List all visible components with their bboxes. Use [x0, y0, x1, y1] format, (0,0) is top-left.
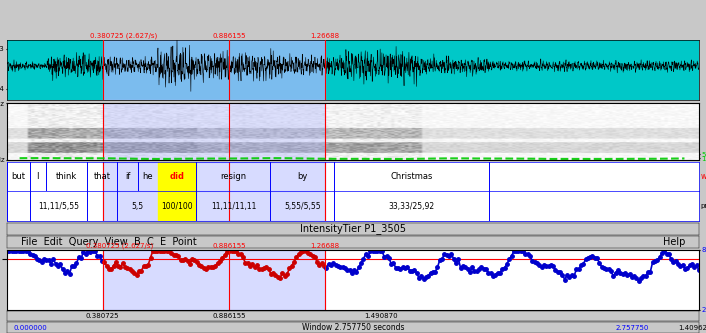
Text: IntensityTier P1_3505: IntensityTier P1_3505: [300, 223, 406, 234]
Text: I: I: [37, 172, 39, 181]
Text: by: by: [297, 172, 308, 181]
Text: did: did: [169, 172, 184, 181]
Text: 11,11/5,55: 11,11/5,55: [38, 202, 79, 211]
Text: words: words: [700, 172, 706, 181]
Bar: [102, 250, 325, 310]
Text: 1.409625: 1.409625: [678, 325, 706, 331]
Text: File  Edit  Query  View  B  C  E  Point: File Edit Query View B C E Point: [21, 237, 197, 247]
Text: 0.380725: 0.380725: [86, 313, 119, 319]
Text: Christmas: Christmas: [390, 172, 433, 181]
Text: 0.886155: 0.886155: [213, 313, 246, 319]
Text: 0.000000: 0.000000: [14, 325, 48, 331]
Text: 33,33/25,92: 33,33/25,92: [388, 202, 435, 211]
Text: Help: Help: [663, 237, 685, 247]
Text: 2.757750: 2.757750: [616, 325, 650, 331]
Text: he: he: [142, 172, 153, 181]
Text: 5,5: 5,5: [131, 202, 143, 211]
Text: but: but: [11, 172, 25, 181]
Bar: [157, 162, 196, 191]
Bar: [102, 191, 325, 221]
Text: 0.380725 (2.627/s): 0.380725 (2.627/s): [86, 242, 153, 248]
Bar: [102, 103, 325, 160]
Text: think: think: [56, 172, 77, 181]
Bar: [157, 191, 196, 221]
Text: 100/100: 100/100: [161, 202, 193, 211]
Text: 11,11/11,11: 11,11/11,11: [211, 202, 256, 211]
Text: 1.490870: 1.490870: [364, 313, 398, 319]
Text: 1.26688: 1.26688: [311, 33, 340, 39]
Text: resign: resign: [220, 172, 246, 181]
Text: Window 2.757750 seconds: Window 2.757750 seconds: [301, 323, 405, 332]
Text: 0.380725 (2.627/s): 0.380725 (2.627/s): [90, 32, 157, 39]
Bar: [102, 40, 325, 100]
Text: prominence: prominence: [700, 203, 706, 209]
Text: 5,55/5,55: 5,55/5,55: [285, 202, 321, 211]
Text: 0.886155: 0.886155: [213, 33, 246, 39]
Text: 0.886155: 0.886155: [213, 242, 246, 248]
Text: if: if: [125, 172, 130, 181]
Text: that: that: [94, 172, 111, 181]
Text: 1.26688: 1.26688: [311, 242, 340, 248]
Bar: [102, 162, 325, 191]
